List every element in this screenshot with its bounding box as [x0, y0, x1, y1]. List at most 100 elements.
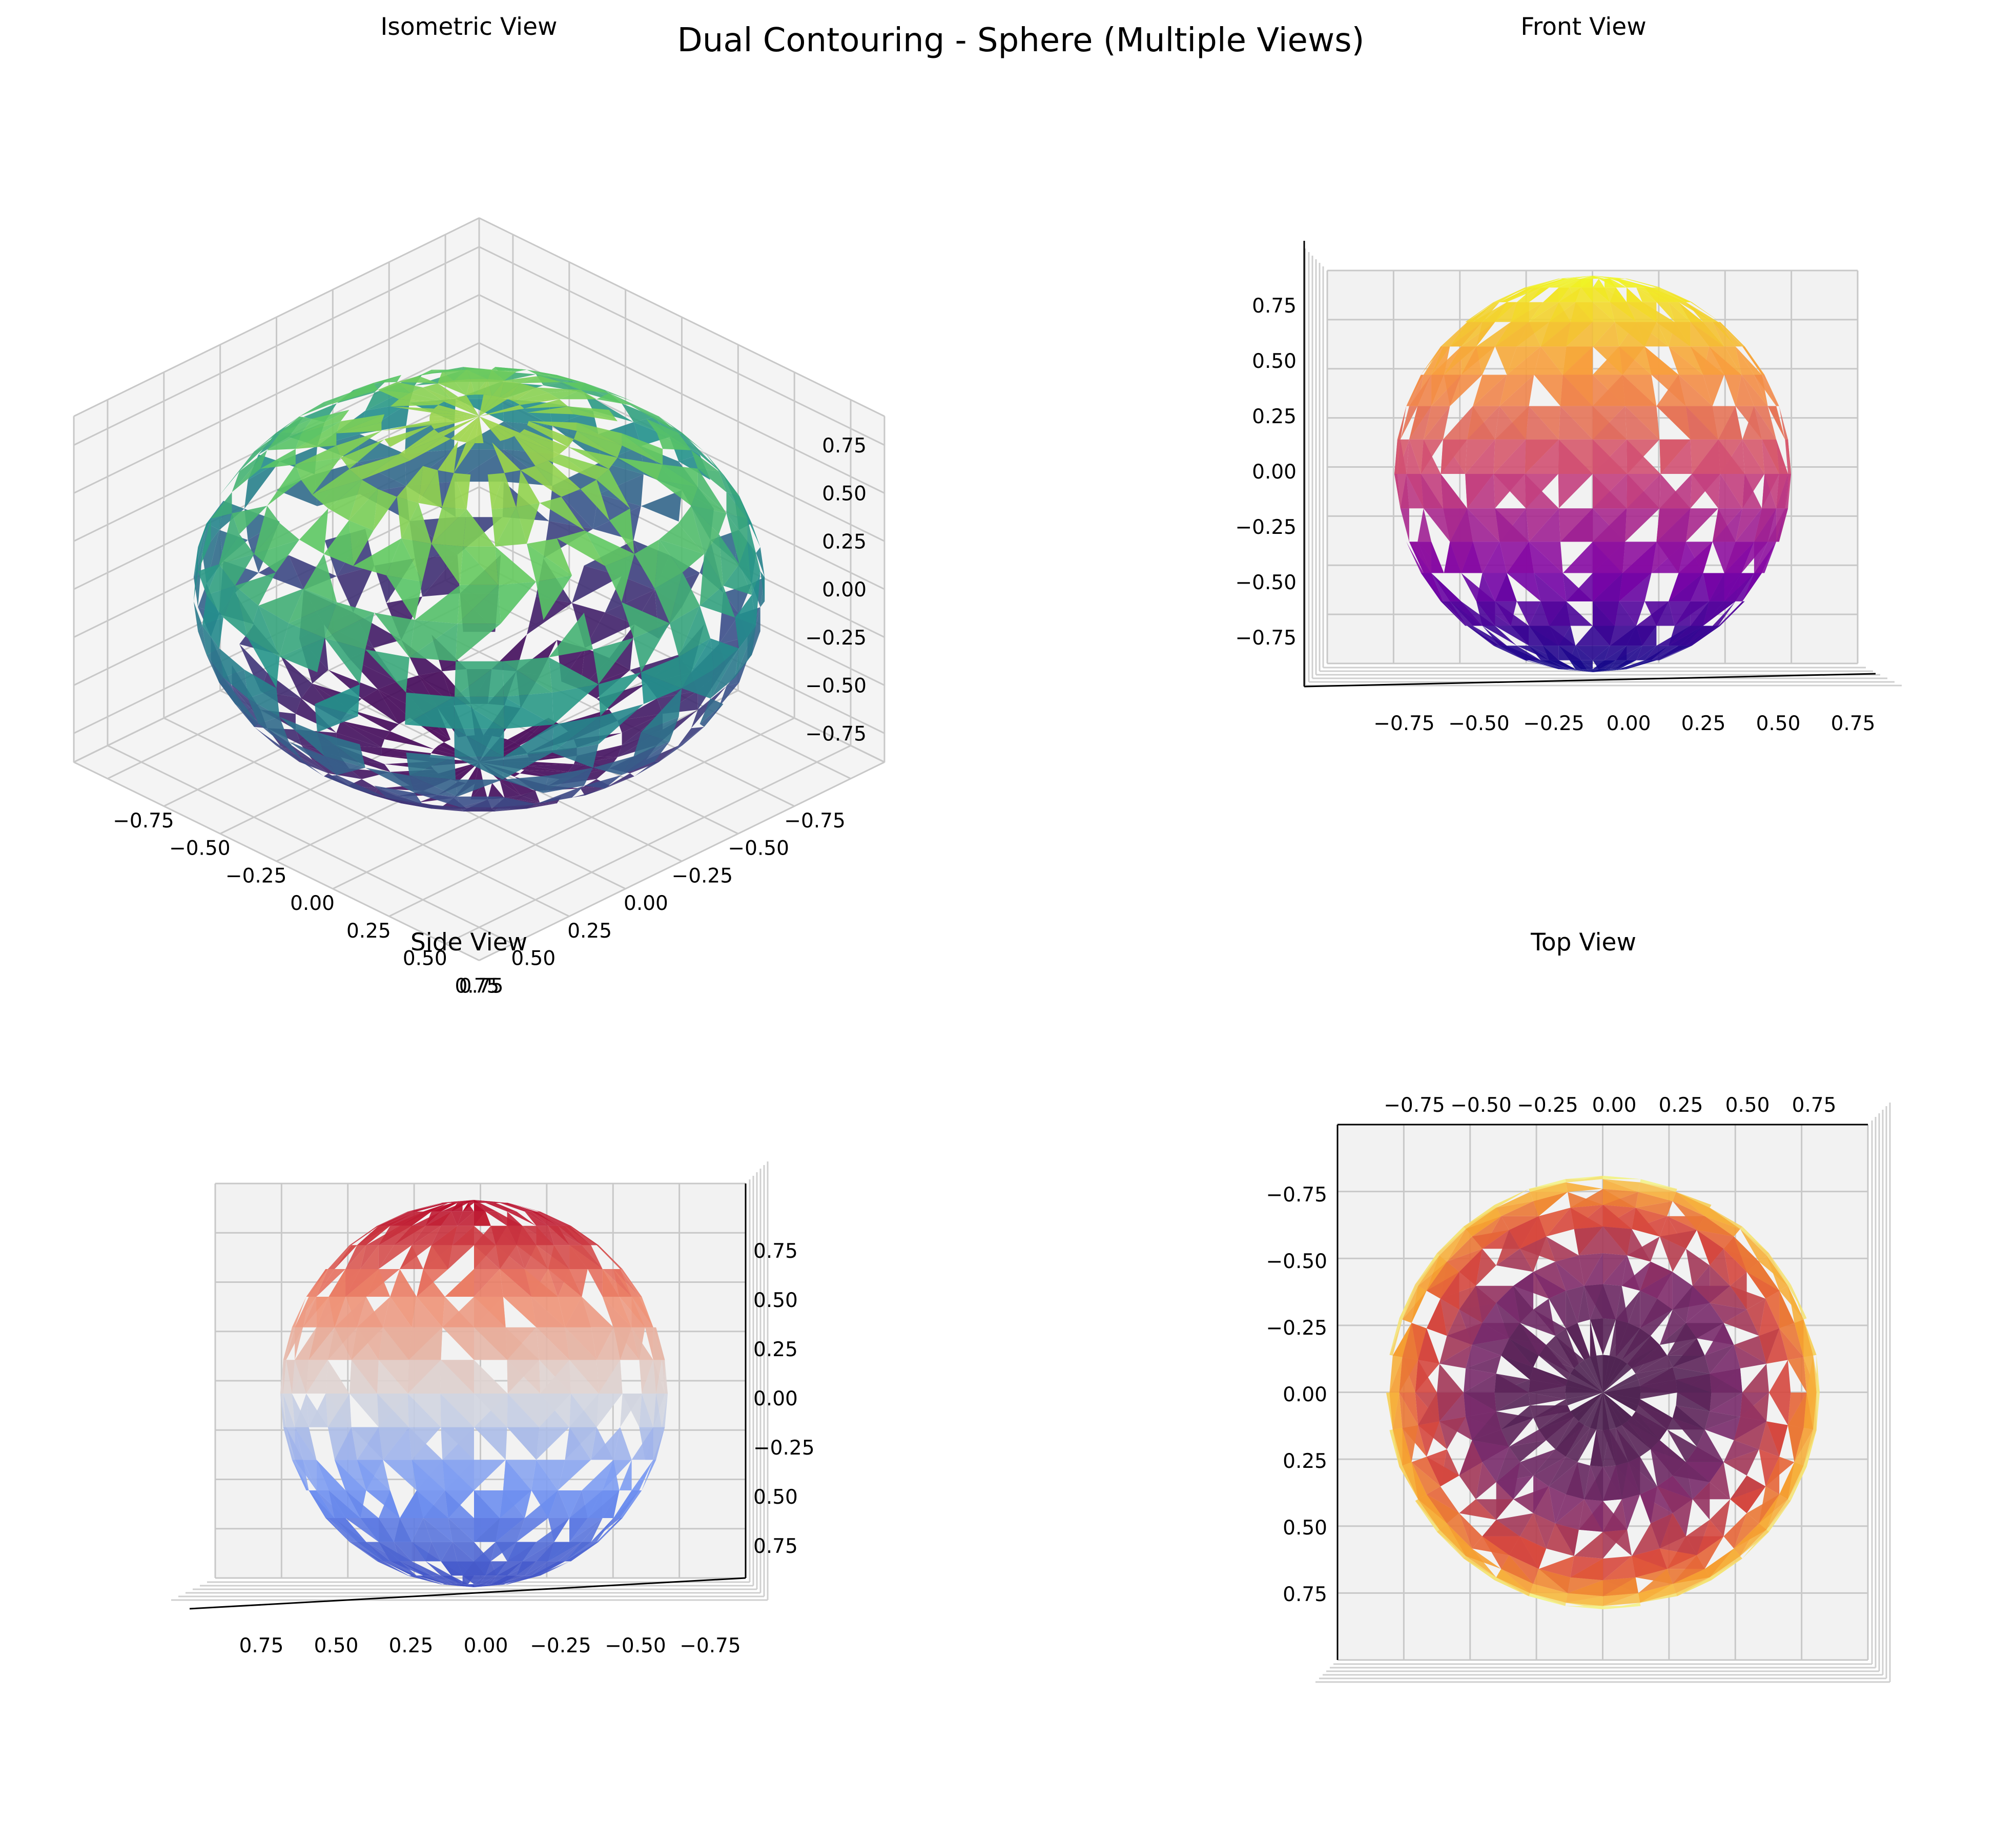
- isometric-facet: [405, 692, 455, 725]
- side-facet: [400, 1245, 431, 1269]
- top-facet: [1603, 1393, 1638, 1411]
- isometric-facet: [399, 392, 444, 402]
- axis-line: [189, 1577, 746, 1610]
- isometric-facet: [348, 520, 374, 566]
- front-facet: [1656, 322, 1691, 347]
- isometric-facet: [559, 769, 609, 779]
- top-facet: [1616, 1323, 1640, 1357]
- side-facet: [620, 1394, 642, 1427]
- side-facet: [442, 1297, 474, 1327]
- side-facet: [351, 1427, 379, 1460]
- isometric-facet: [593, 756, 634, 775]
- front-facet: [1516, 287, 1541, 302]
- front-facet: [1593, 669, 1628, 672]
- side-facet: [662, 1360, 668, 1394]
- side-facet: [316, 1460, 346, 1490]
- top-facet: [1538, 1345, 1571, 1374]
- front-facet: [1593, 669, 1626, 672]
- side-facet: [490, 1575, 507, 1585]
- top-facet: [1603, 1465, 1622, 1501]
- top-facet: [1546, 1236, 1579, 1262]
- front-facet: [1785, 439, 1791, 474]
- side-facet: [292, 1460, 309, 1490]
- isometric-facet: [710, 648, 739, 699]
- top-facet: [1627, 1421, 1660, 1449]
- isometric-facet: [585, 530, 634, 566]
- isometric-facet: [605, 554, 634, 603]
- front-facet: [1529, 278, 1560, 288]
- top-facet: [1538, 1556, 1574, 1577]
- isometric-facet: [697, 468, 727, 492]
- side-facet: [360, 1245, 379, 1269]
- front-facet: [1660, 439, 1692, 474]
- side-facet: [431, 1226, 458, 1245]
- side-facet: [525, 1211, 548, 1226]
- top-facet: [1533, 1513, 1555, 1549]
- top-facet: [1746, 1272, 1780, 1299]
- top-facet: [1494, 1393, 1529, 1411]
- front-facet: [1762, 375, 1779, 406]
- front-facet: [1615, 278, 1637, 288]
- front-facet: [1558, 439, 1593, 474]
- isometric-facet: [418, 470, 442, 507]
- top-facet: [1437, 1363, 1464, 1393]
- side-facet: [474, 1211, 486, 1226]
- side-facet: [431, 1226, 458, 1245]
- top-facet: [1392, 1428, 1403, 1466]
- gridline: [445, 744, 851, 945]
- y-tick-label: 0.00: [1252, 461, 1297, 484]
- y-tick-label: 0.50: [753, 1486, 798, 1509]
- front-facet: [1669, 601, 1691, 626]
- front-facet: [1499, 406, 1529, 440]
- side-facet: [357, 1226, 383, 1245]
- front-facet: [1712, 542, 1736, 573]
- front-facet: [1558, 626, 1576, 646]
- side-facet: [440, 1360, 474, 1394]
- isometric-facet: [456, 624, 501, 661]
- top-facet: [1787, 1357, 1807, 1393]
- isometric-facet: [373, 795, 402, 803]
- top-facet: [1459, 1499, 1496, 1520]
- front-facet: [1431, 542, 1444, 573]
- top-facet: [1555, 1336, 1579, 1368]
- isometric-facet: [431, 544, 463, 585]
- isometric-facet: [457, 585, 499, 624]
- front-facet: [1525, 660, 1559, 670]
- side-facet: [503, 1297, 537, 1327]
- front-facet: [1703, 601, 1724, 626]
- top-facet: [1734, 1236, 1759, 1272]
- side-facet: [286, 1427, 303, 1460]
- top-facet: [1439, 1417, 1466, 1449]
- side-facet: [507, 1202, 541, 1212]
- isometric-facet: [219, 554, 254, 586]
- top-facet: [1566, 1425, 1590, 1457]
- front-facet: [1690, 601, 1710, 626]
- front-facet: [1431, 375, 1444, 406]
- isometric-facet: [682, 670, 714, 699]
- side-facet: [500, 1269, 531, 1297]
- side-facet: [505, 1575, 537, 1585]
- side-facet: [525, 1269, 558, 1297]
- isometric-facet: [254, 416, 300, 452]
- side-facet: [345, 1490, 379, 1518]
- side-facet: [286, 1360, 295, 1394]
- front-facet: [1467, 302, 1500, 322]
- top-facet: [1603, 1393, 1610, 1430]
- side-facet: [412, 1542, 431, 1562]
- front-facet: [1581, 278, 1593, 288]
- top-facet: [1677, 1393, 1712, 1411]
- top-facet: [1794, 1429, 1814, 1466]
- front-facet: [1549, 660, 1571, 670]
- side-facet: [316, 1297, 329, 1327]
- isometric-facet: [360, 403, 409, 434]
- side-facet: [417, 1202, 445, 1212]
- isometric-facet: [450, 416, 479, 441]
- front-facet: [1562, 542, 1593, 573]
- top-facet: [1466, 1411, 1496, 1440]
- front-facet: [1754, 375, 1777, 406]
- front-facet: [1431, 346, 1450, 375]
- top-facet: [1399, 1393, 1418, 1425]
- isometric-surface: [193, 367, 765, 812]
- top-facet: [1603, 1556, 1632, 1581]
- front-facet: [1467, 626, 1500, 646]
